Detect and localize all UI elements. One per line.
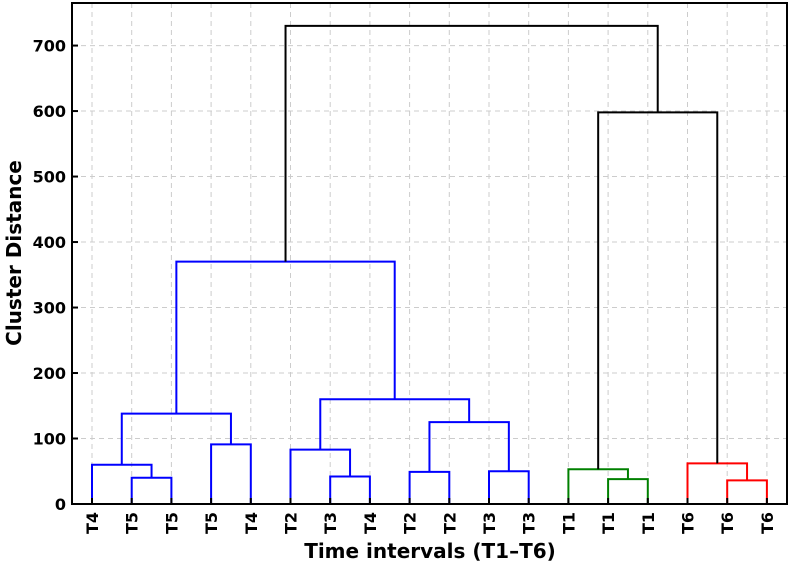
x-tick-label: T1 [559, 512, 578, 534]
y-axis-label: Cluster Distance [2, 160, 26, 346]
dendrogram-link-d [120, 412, 232, 465]
grid-lines [72, 3, 787, 504]
x-tick-label: T6 [718, 512, 737, 534]
dendrogram-link-h [488, 470, 530, 504]
dendrogram-link-i [428, 421, 510, 472]
dendrogram-link-o [686, 462, 749, 504]
dendrogram-link-g [408, 470, 451, 504]
x-axis-label: Time intervals (T1–T6) [304, 539, 556, 563]
dendrogram-link-p [597, 111, 719, 470]
y-axis-ticks: 0 100 200 300 400 500 600 700 [33, 37, 78, 514]
y-tick-label: 600 [33, 102, 66, 121]
dendrogram-link-c [210, 443, 252, 504]
dendrogram-links [91, 24, 768, 504]
x-tick-label: T5 [202, 512, 221, 534]
x-tick-label: T4 [83, 512, 102, 534]
dendrogram-link-k [175, 260, 396, 414]
dendrogram-link-b [91, 463, 153, 504]
dendrogram-link-j [319, 398, 471, 450]
dendrogram-link-a [130, 476, 173, 504]
dendrogram-link-n [726, 479, 768, 504]
x-tick-label: T1 [599, 512, 618, 534]
x-tick-label: T5 [162, 512, 181, 534]
x-tick-label: T3 [480, 512, 499, 534]
x-tick-label: T4 [361, 512, 380, 534]
y-tick-label: 0 [55, 495, 66, 514]
y-tick-label: 200 [33, 364, 66, 383]
y-tick-label: 700 [33, 37, 66, 56]
x-tick-label: T2 [440, 512, 459, 534]
y-tick-label: 500 [33, 168, 66, 187]
x-tick-label: T3 [321, 512, 340, 534]
dendrogram-link-e [329, 475, 371, 504]
x-tick-label: T1 [639, 512, 658, 534]
x-tick-label: T3 [520, 512, 539, 534]
x-tick-label: T2 [401, 512, 420, 534]
plot-frame [71, 2, 788, 505]
y-tick-label: 300 [33, 299, 66, 318]
x-tick-label: T2 [282, 512, 301, 534]
x-tick-label: T6 [679, 512, 698, 534]
x-tick-label: T4 [242, 512, 261, 534]
x-tick-label: T5 [123, 512, 142, 534]
y-tick-label: 400 [33, 233, 66, 252]
dendrogram-link-m [567, 468, 629, 504]
x-axis-ticks: T4 T5 T5 T5 T4 T2 T3 T4 T2 T2 T3 T3 T1 T1 T1 T6 T6 T6 [83, 498, 777, 534]
y-tick-label: 100 [33, 430, 66, 449]
dendrogram-link-q [284, 24, 659, 262]
x-tick-label: T6 [758, 512, 777, 534]
dendrogram-link-l [607, 478, 649, 504]
